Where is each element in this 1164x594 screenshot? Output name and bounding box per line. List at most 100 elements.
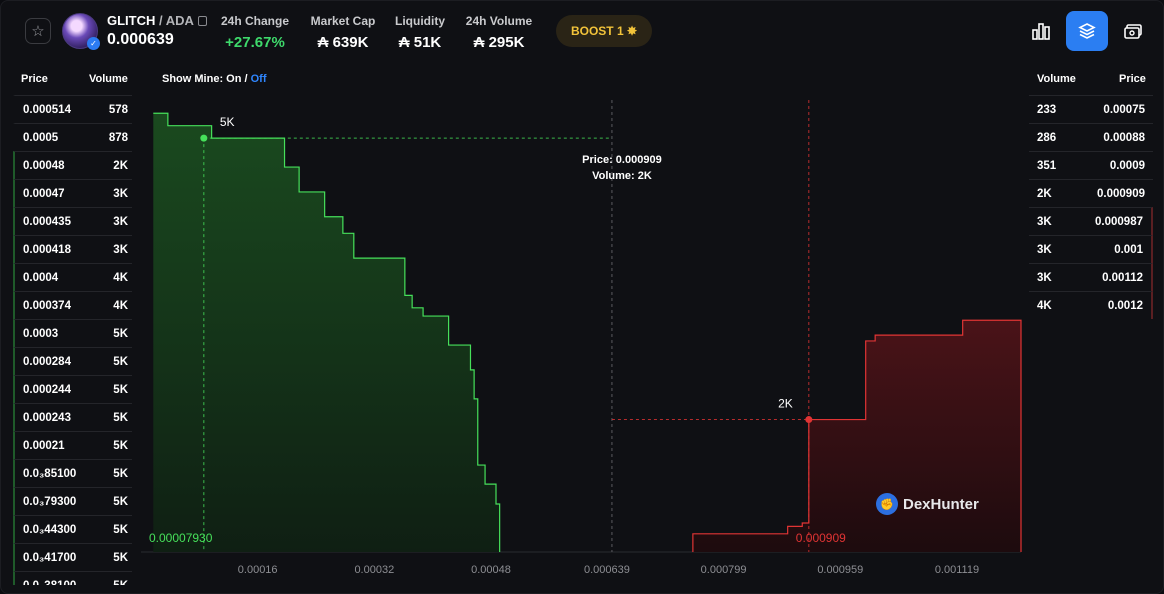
bid-volume: 5K bbox=[113, 580, 128, 586]
ask-depth-area bbox=[692, 320, 1021, 552]
bid-row[interactable]: 0.000284 5K bbox=[13, 347, 132, 375]
x-tick-label: 0.000959 bbox=[817, 564, 863, 576]
bid-price: 0.000418 bbox=[23, 243, 71, 256]
ask-row[interactable]: 286 0.00088 bbox=[1029, 123, 1153, 151]
ask-row[interactable]: 3K 0.001 bbox=[1029, 235, 1153, 263]
bid-row[interactable]: 0.0₃79300 5K bbox=[13, 487, 132, 515]
show-mine-separator: / bbox=[241, 73, 251, 85]
ask-volume: 233 bbox=[1037, 103, 1057, 116]
ask-depth-line bbox=[692, 319, 1022, 552]
bid-row[interactable]: 0.000435 3K bbox=[13, 207, 132, 235]
ask-row[interactable]: 351 0.0009 bbox=[1029, 151, 1153, 179]
layers-icon[interactable] bbox=[1066, 11, 1108, 51]
bid-price: 0.0₃79300 bbox=[23, 495, 77, 508]
bid-row[interactable]: 0.0005 878 bbox=[13, 123, 132, 151]
tooltip-volume: Volume: 2K bbox=[592, 170, 652, 182]
bid-volume: 5K bbox=[113, 467, 128, 480]
bid-row[interactable]: 0.000374 4K bbox=[13, 291, 132, 319]
bid-price: 0.0₃85100 bbox=[23, 467, 77, 480]
bid-row[interactable]: 0.0₃85100 5K bbox=[13, 459, 132, 487]
bids-volume-header: Volume bbox=[89, 73, 128, 85]
bid-price: 0.00048 bbox=[23, 159, 65, 172]
stat-label: 24h Change bbox=[221, 14, 290, 28]
bid-row[interactable]: 0.0₃41700 5K bbox=[13, 543, 132, 571]
depth-chart[interactable]: 5K 0.00007930 2K 0.000909 Price: 0.000909 Vol… bbox=[141, 95, 1025, 585]
copy-icon[interactable] bbox=[197, 16, 207, 26]
show-mine-off[interactable]: Off bbox=[250, 73, 267, 85]
bid-price: 0.00047 bbox=[23, 187, 65, 200]
bid-row[interactable]: 0.00048 2K bbox=[13, 151, 132, 179]
stat-label: Liquidity bbox=[395, 14, 445, 28]
bid-volume: 3K bbox=[113, 187, 128, 200]
stat-liquidity: Liquidity ₳ 51K bbox=[391, 14, 449, 51]
token-header: ☆ ✓ GLITCH / ADA 0.000639 24h Change +27… bbox=[1, 1, 1163, 63]
bid-row[interactable]: 0.00047 3K bbox=[13, 179, 132, 207]
ask-price: 0.00088 bbox=[1103, 131, 1145, 144]
asks-price-header: Price bbox=[1119, 73, 1146, 85]
bid-price: 0.000514 bbox=[23, 103, 71, 116]
bid-row[interactable]: 0.0003 5K bbox=[13, 319, 132, 347]
star-icon[interactable]: ☆ bbox=[25, 18, 51, 44]
bid-row[interactable]: 0.00021 5K bbox=[13, 431, 132, 459]
ask-volume: 3K bbox=[1037, 271, 1052, 284]
ask-volume: 4K bbox=[1037, 299, 1052, 312]
bid-marker-price-label: 0.00007930 bbox=[149, 531, 213, 545]
bid-volume: 5K bbox=[113, 439, 128, 452]
ask-row[interactable]: 3K 0.000987 bbox=[1029, 207, 1153, 235]
bid-volume: 4K bbox=[113, 299, 128, 312]
stat-label: 24h Volume bbox=[465, 14, 533, 28]
bid-row[interactable]: 0.0₃44300 5K bbox=[13, 515, 132, 543]
stat-value: ₳ 639K bbox=[317, 34, 369, 51]
x-tick-label: 0.000639 bbox=[584, 564, 630, 576]
stat-value: ₳ 51K bbox=[398, 34, 442, 51]
stat-market-cap: Market Cap ₳ 639K bbox=[309, 14, 377, 51]
x-tick-label: 0.00016 bbox=[238, 564, 278, 576]
dexhunter-logo-icon: ✊ bbox=[876, 493, 898, 515]
bid-marker-volume-label: 5K bbox=[220, 115, 235, 129]
bid-row[interactable]: 0.000514 578 bbox=[13, 95, 132, 123]
bid-volume: 5K bbox=[113, 411, 128, 424]
x-tick-label: 0.00032 bbox=[354, 564, 394, 576]
bid-row[interactable]: 0.000243 5K bbox=[13, 403, 132, 431]
ask-row[interactable]: 4K 0.0012 bbox=[1029, 291, 1153, 319]
bid-price: 0.000374 bbox=[23, 299, 71, 312]
ask-volume: 3K bbox=[1037, 243, 1052, 256]
ask-price: 0.0009 bbox=[1109, 159, 1145, 172]
ask-row[interactable]: 2K 0.000909 bbox=[1029, 179, 1153, 207]
ask-marker-dot bbox=[805, 416, 813, 424]
bid-price: 0.0₃38100 bbox=[23, 580, 76, 586]
bids-price-header: Price bbox=[21, 73, 48, 85]
bids-list: 0.000514 578 0.0005 878 0.00048 2K 0.00047 3K 0.… bbox=[13, 95, 132, 585]
bid-price: 0.0003 bbox=[23, 327, 59, 340]
bid-price: 0.000244 bbox=[23, 383, 71, 396]
bid-row[interactable]: 0.0₃38100 5K bbox=[13, 571, 132, 585]
ask-volume: 286 bbox=[1037, 131, 1057, 144]
bid-volume: 5K bbox=[113, 523, 128, 536]
bid-volume: 3K bbox=[113, 243, 128, 256]
ask-price: 0.001 bbox=[1114, 243, 1143, 256]
bid-volume: 878 bbox=[108, 131, 128, 144]
bid-volume: 578 bbox=[108, 103, 128, 116]
ask-marker-volume-label: 2K bbox=[778, 397, 793, 411]
ask-price: 0.00112 bbox=[1102, 271, 1143, 284]
bid-volume: 4K bbox=[113, 271, 128, 284]
bid-row[interactable]: 0.0004 4K bbox=[13, 263, 132, 291]
ask-row[interactable]: 233 0.00075 bbox=[1029, 95, 1153, 123]
x-tick-label: 0.000799 bbox=[701, 564, 747, 576]
boost-button[interactable]: BOOST 1 ✸ bbox=[556, 15, 652, 47]
bid-depth-area bbox=[153, 113, 500, 553]
ask-row[interactable]: 3K 0.00112 bbox=[1029, 263, 1153, 291]
stat-24h-change: 24h Change +27.67% bbox=[221, 14, 289, 51]
bar-chart-icon[interactable] bbox=[1020, 11, 1062, 51]
money-icon[interactable] bbox=[1112, 11, 1154, 51]
bid-volume: 5K bbox=[113, 551, 128, 564]
bid-row[interactable]: 0.000244 5K bbox=[13, 375, 132, 403]
bid-row[interactable]: 0.000418 3K bbox=[13, 235, 132, 263]
token-avatar bbox=[62, 13, 98, 49]
bid-volume: 3K bbox=[113, 215, 128, 228]
verified-badge-icon: ✓ bbox=[87, 37, 100, 50]
x-tick-label: 0.00048 bbox=[471, 564, 511, 576]
bid-volume: 5K bbox=[113, 355, 128, 368]
show-mine-on[interactable]: On bbox=[226, 73, 242, 85]
bid-marker-dot bbox=[200, 134, 208, 142]
